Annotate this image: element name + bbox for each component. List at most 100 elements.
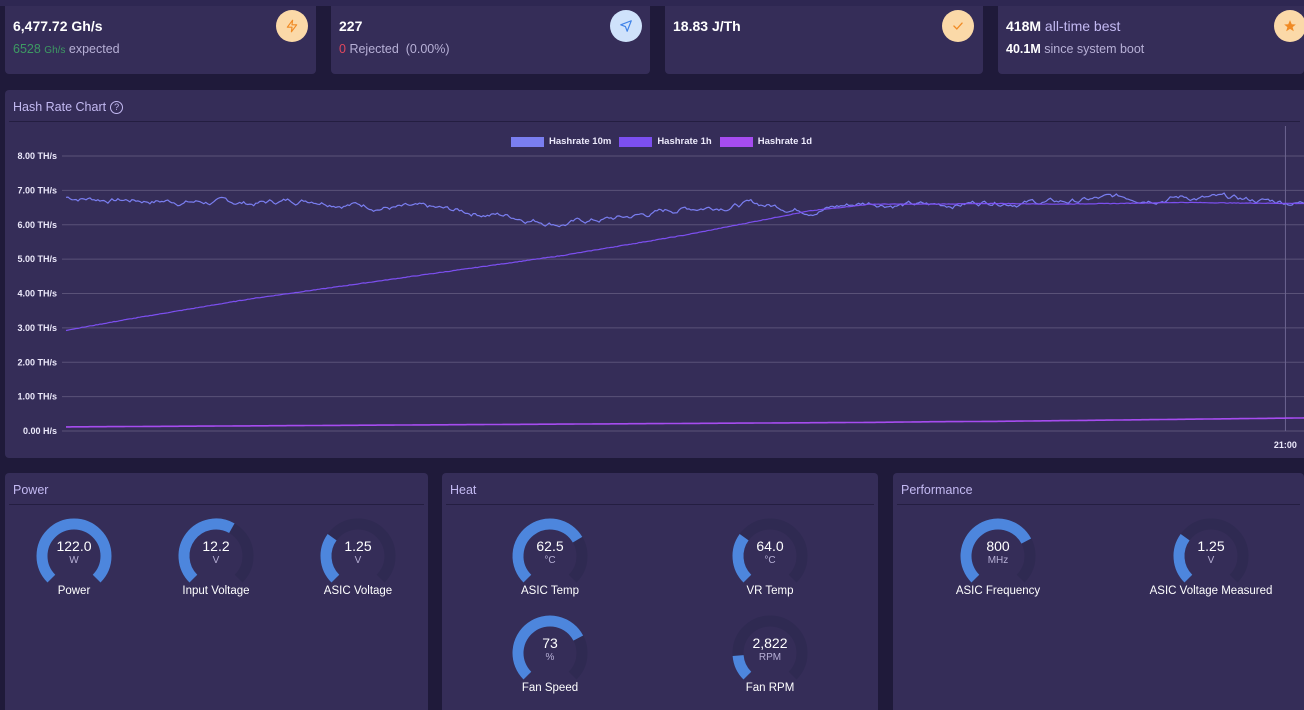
heat-panel: Heat 62.5 °C ASIC Temp 64.0 °C VR Temp 73% Fan … [442,473,878,710]
expected-unit: Gh/s [44,45,66,56]
divider [897,504,1300,505]
expected-value: 6528 Gh/s [13,42,65,56]
rejected-info: 0 Rejected (0.00%) [339,42,450,56]
power-panel-title: Power [13,483,49,497]
gauge-value: 122.0 [56,538,92,554]
chart-legend: Hashrate 10m Hashrate 1h Hashrate 1d [511,136,812,147]
y-tick-label: 0.00 H/s [23,426,57,436]
top-bar [0,0,1304,6]
performance-panel-title: Performance [901,483,973,497]
shares-value: 227 [339,18,363,34]
all-time-best: 418M all-time best [1006,18,1120,34]
chart-title: Hash Rate Chart ? [13,100,124,114]
gauge-label: ASIC Voltage Measured [1149,585,1273,597]
legend-label: Hashrate 1h [657,136,712,147]
gauge-dial [960,518,1036,583]
chart-title-text: Hash Rate Chart [13,100,107,114]
series-line-hashrate-1h [65,201,1304,332]
efficiency-stat-card: 18.83 J/Th [665,6,983,74]
x-tick-label: 21:00 [1274,440,1297,450]
gauge-fill [1173,533,1193,583]
gauge-vr-temp: 64.0 °C VR Temp [710,516,830,597]
y-tick-label: 2.00 TH/s [17,357,57,367]
gauge-asic-voltage-measured: 1.25 V ASIC Voltage Measured [1150,516,1272,597]
y-tick-label: 8.00 TH/s [17,151,57,161]
gauge-dial [178,518,254,583]
gauge-value: 1.25 [344,538,372,554]
star-icon [1274,10,1304,42]
gauge-label: Input Voltage [182,585,250,597]
gauge-fill [178,518,235,583]
hashrate-value: 6,477.72 Gh/s [13,18,103,34]
gauge-fan-speed: 73% Fan Speed [490,613,610,694]
help-icon[interactable]: ? [110,100,124,114]
hashrate-unit: Gh/s [71,18,103,34]
gauge-dial [1173,518,1249,583]
legend-label: Hashrate 10m [549,136,612,147]
y-tick-label: 5.00 TH/s [17,254,57,264]
legend-item[interactable]: Hashrate 1d [719,136,813,147]
gauge-fill [960,518,1032,583]
since-boot-value: 40.1M [1006,42,1041,56]
since-boot: 40.1M since system boot [1006,42,1144,56]
hashrate-expected: 6528 Gh/s expected [13,42,120,56]
gauge-label: Fan Speed [521,682,579,694]
legend-swatch [511,136,544,147]
gauge-fill [732,654,752,680]
gauge-value: 64.0 [756,538,784,554]
series-line-hashrate-10m [65,192,1304,228]
gauge-unit: RPM [758,652,782,663]
gauge-fill [512,518,583,583]
gauge-unit: % [545,652,555,663]
expected-label: expected [68,42,120,56]
y-tick-label: 1.00 TH/s [17,392,57,402]
performance-panel: Performance 800 MHz ASIC Frequency 1.25 V ASI… [893,473,1304,710]
power-panel: Power 122.0 W Power 12.2 V Input Voltage 1.25 V… [5,473,428,710]
gauge-label: Fan RPM [745,682,795,694]
y-tick-label: 6.00 TH/s [17,220,57,230]
legend-item[interactable]: Hashrate 10m [511,136,611,147]
legend-label: Hashrate 1d [757,136,813,147]
gauge-dial [36,518,112,583]
gauge-value: 12.2 [202,538,230,554]
gauge-unit: MHz [987,555,1009,566]
divider [9,504,424,505]
gauge-asic-temp: 62.5 °C ASIC Temp [490,516,610,597]
gauge-asic-frequency: 800 MHz ASIC Frequency [938,516,1058,597]
gauge-value: 800 [986,538,1010,554]
gauge-dial [732,615,808,680]
rejected-pct: (0.00%) [405,42,450,56]
efficiency-unit: J/Th [711,18,741,34]
gauge-fill [320,533,340,583]
divider [9,121,1300,122]
series-line-hashrate-1d [66,417,1304,428]
gauge-fill [512,615,584,680]
legend-item[interactable]: Hashrate 1h [619,136,712,147]
gauge-fill [36,518,112,583]
all-time-best-value: 418M [1006,18,1042,34]
gauge-fill [732,533,752,583]
legend-swatch [619,136,653,147]
check-icon [942,10,974,42]
gauge-unit: V [354,555,362,566]
heat-panel-title: Heat [450,483,477,497]
best-difficulty-stat-card: 418M all-time best 40.1M since system bo… [998,6,1304,74]
gauge-dial [320,518,396,583]
rejected-label: Rejected [349,42,399,56]
gauge-unit: °C [764,555,776,566]
gauge-value: 2,822 [752,635,788,651]
gauge-unit: V [1207,555,1215,566]
legend-swatch [719,136,753,147]
gauge-label: ASIC Voltage [323,585,393,597]
hashrate-chart: 0.00 H/s 1.00 TH/s 2.00 TH/s 3.00 TH/s 4.00 … [17,126,1304,450]
gauge-asic-voltage: 1.25 V ASIC Voltage [298,516,418,597]
y-tick-label: 7.00 TH/s [17,185,57,195]
gauge-value: 62.5 [536,538,564,554]
since-boot-label: since system boot [1044,42,1145,56]
gauge-dial [512,615,588,680]
gauge-dial [512,518,588,583]
y-tick-label: 3.00 TH/s [17,323,57,333]
rejected-count: 0 [339,42,346,56]
gauge-unit: °C [544,555,556,566]
gauge-unit: V [212,555,220,566]
